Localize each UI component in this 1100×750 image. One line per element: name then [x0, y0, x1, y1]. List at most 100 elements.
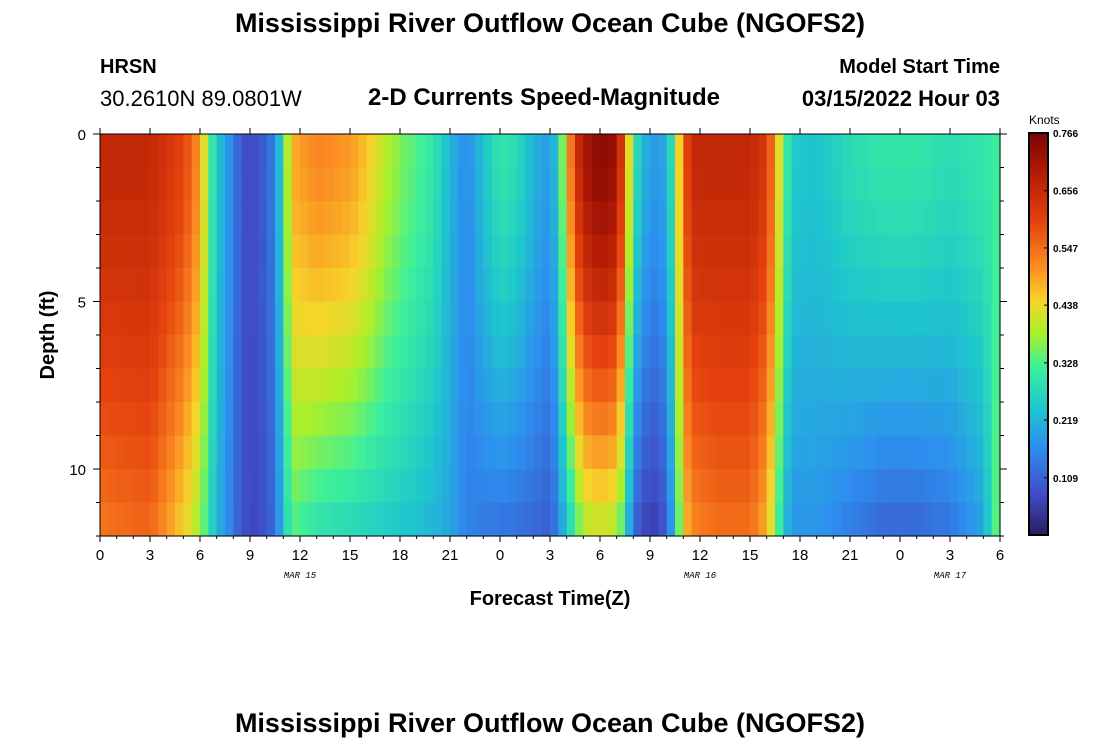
heatmap-cell [333, 268, 343, 303]
colorbar-segment [1029, 245, 1048, 251]
x-axis-label: Forecast Time(Z) [470, 588, 631, 610]
heatmap-cell [875, 301, 884, 336]
heatmap-cell [208, 469, 218, 504]
heatmap-cell [850, 167, 859, 202]
heatmap-cell [633, 134, 643, 169]
heatmap-cell [241, 335, 251, 370]
heatmap-cell [833, 234, 843, 269]
heatmap-cell [975, 402, 984, 437]
colorbar-segment [1029, 478, 1048, 484]
heatmap-cell [741, 201, 751, 236]
heatmap-cell [666, 368, 676, 403]
heatmap-cell [258, 268, 268, 303]
x-tick-label: 9 [646, 547, 654, 564]
heatmap-cell [683, 368, 693, 403]
heatmap-cell [941, 368, 951, 403]
heatmap-cell [150, 469, 159, 504]
heatmap-cell [541, 435, 551, 470]
heatmap-cell [633, 234, 643, 269]
heatmap-cell [166, 502, 176, 537]
heatmap-cell [933, 201, 943, 236]
heatmap-cell [233, 167, 243, 202]
colorbar-segment [1029, 434, 1048, 440]
heatmap-cell [875, 167, 884, 202]
heatmap-cell [575, 502, 584, 537]
heatmap-cell [991, 201, 1001, 236]
heatmap-cell [908, 402, 918, 437]
heatmap-cell [325, 234, 334, 269]
heatmap-cell [725, 368, 734, 403]
heatmap-cell [625, 167, 634, 202]
heatmap-cell [825, 502, 834, 537]
heatmap-cell [625, 368, 634, 403]
heatmap-cell [641, 368, 651, 403]
heatmap-cell [758, 234, 768, 269]
colorbar-segment [1029, 482, 1048, 488]
heatmap-cell [483, 268, 493, 303]
colorbar-tick-label: 0.438 [1053, 301, 1078, 312]
colorbar-segment [1029, 498, 1048, 504]
x-tick-label: 9 [246, 547, 254, 564]
colorbar-tick-label: 0.547 [1053, 244, 1078, 255]
colorbar-segment [1029, 426, 1048, 432]
heatmap-cell [766, 268, 776, 303]
heatmap-cell [150, 134, 159, 169]
heatmap-cell [491, 335, 501, 370]
heatmap-cell [975, 201, 984, 236]
heatmap-cell [791, 201, 801, 236]
heatmap-cell [625, 268, 634, 303]
heatmap-cell [266, 435, 276, 470]
heatmap-cell [600, 435, 609, 470]
heatmap-cell [983, 469, 993, 504]
heatmap-cell [483, 502, 493, 537]
heatmap-cell [208, 268, 218, 303]
colorbar-segment [1029, 153, 1048, 158]
heatmap-cell [916, 469, 926, 504]
heatmap-cell [316, 469, 326, 504]
heatmap-cell [191, 134, 201, 169]
heatmap-cell [991, 502, 1001, 537]
heatmap-cell [958, 234, 968, 269]
heatmap-cell [341, 368, 351, 403]
heatmap-cell [566, 234, 576, 269]
colorbar-segment [1029, 205, 1048, 210]
heatmap-cell [158, 469, 168, 504]
x-tick-label: 12 [292, 547, 309, 564]
heatmap-cell [808, 435, 818, 470]
heatmap-cell [641, 502, 651, 537]
colorbar-segment [1029, 490, 1048, 496]
heatmap-cell [741, 335, 751, 370]
heatmap-cell [566, 301, 576, 336]
heatmap-cell [766, 301, 776, 336]
heatmap-cell [850, 368, 859, 403]
heatmap-cell [225, 134, 234, 169]
heatmap-cell [283, 134, 293, 169]
heatmap-cell [616, 234, 626, 269]
heatmap-cell [483, 134, 493, 169]
heatmap-cell [891, 435, 901, 470]
heatmap-cell [466, 134, 476, 169]
heatmap-cell [358, 435, 368, 470]
heatmap-cell [533, 268, 543, 303]
heatmap-cell [591, 301, 601, 336]
heatmap-cell [775, 234, 784, 269]
heatmap-cell [566, 469, 576, 504]
heatmap-cell [216, 469, 226, 504]
heatmap-cell [850, 335, 859, 370]
heatmap-cell [741, 469, 751, 504]
heatmap-cell [291, 268, 301, 303]
heatmap-cell [183, 134, 193, 169]
colorbar-segment [1029, 386, 1048, 391]
heatmap-cell [433, 268, 443, 303]
heatmap-cell [766, 335, 776, 370]
heatmap-cell [725, 134, 734, 169]
heatmap-cell [400, 268, 409, 303]
x-tick-label: 0 [96, 547, 104, 564]
heatmap-cell [633, 402, 643, 437]
heatmap-cell [100, 134, 109, 169]
heatmap-cell [525, 301, 534, 336]
heatmap-cell [275, 268, 284, 303]
heatmap-cell [241, 402, 251, 437]
date-label: MAR 16 [684, 571, 717, 581]
heatmap-cell [700, 335, 709, 370]
